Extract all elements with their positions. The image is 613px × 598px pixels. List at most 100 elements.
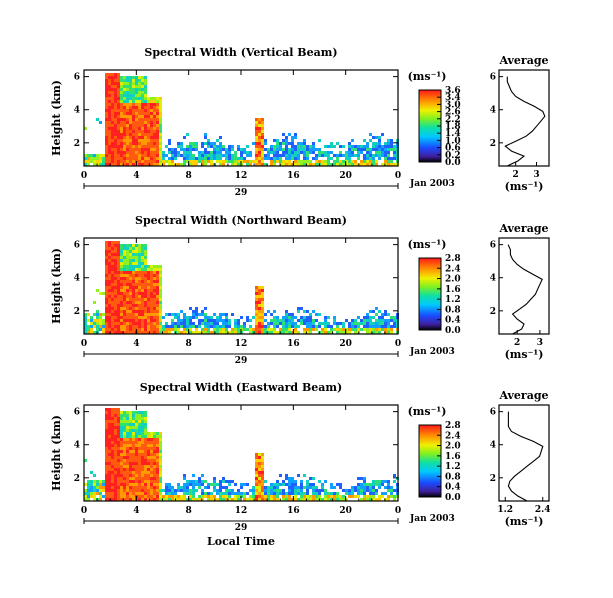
heatmap-cell (147, 97, 150, 100)
heatmap-cell (387, 495, 390, 498)
heatmap-cell (117, 471, 120, 474)
heatmap-cell (114, 480, 117, 483)
heatmap-cell (363, 145, 366, 148)
heatmap-cell (306, 151, 309, 154)
heatmap-cell (126, 310, 129, 313)
heatmap-cell (141, 292, 144, 295)
heatmap-cell (366, 483, 369, 486)
heatmap-cell (120, 145, 123, 148)
heatmap-cell (159, 133, 162, 136)
heatmap-cell (159, 280, 162, 283)
heatmap-cell (135, 417, 138, 420)
heatmap-cell (198, 322, 201, 325)
heatmap-cell (156, 295, 159, 298)
heatmap-cell (123, 151, 126, 154)
heatmap-cell (138, 112, 141, 115)
heatmap-cell (216, 489, 219, 492)
heatmap-cell (147, 142, 150, 145)
heatmap-cell (138, 148, 141, 151)
heatmap-cell (105, 441, 108, 444)
heatmap-cell (147, 498, 150, 501)
heatmap-cell (141, 115, 144, 118)
heatmap-cell (177, 319, 180, 322)
heatmap-cell (123, 477, 126, 480)
heatmap-cell (84, 163, 87, 166)
colorbar-tick-label: 0.4 (445, 483, 461, 493)
heatmap-cell (330, 328, 333, 331)
heatmap-cell (258, 328, 261, 331)
heatmap-cell (150, 142, 153, 145)
heatmap-cell (87, 483, 90, 486)
heatmap-cell (129, 106, 132, 109)
heatmap-cell (231, 154, 234, 157)
heatmap-cell (168, 331, 171, 334)
heatmap-cell (150, 292, 153, 295)
heatmap-cell (114, 426, 117, 429)
heatmap-cell (381, 483, 384, 486)
heatmap-cell (291, 316, 294, 319)
heatmap-cell (225, 160, 228, 163)
heatmap-cell (153, 468, 156, 471)
heatmap-cell (369, 310, 372, 313)
heatmap-cell (147, 286, 150, 289)
heatmap-cell (126, 118, 129, 121)
heatmap-cell (114, 73, 117, 76)
heatmap-cell (225, 489, 228, 492)
heatmap-cell (153, 295, 156, 298)
heatmap-cell (87, 480, 90, 483)
heatmap-cell (195, 160, 198, 163)
heatmap-cell (132, 274, 135, 277)
heatmap-cell (345, 328, 348, 331)
heatmap-cell (117, 480, 120, 483)
heatmap-cell (120, 328, 123, 331)
heatmap-cell (192, 316, 195, 319)
heatmap-cell (126, 322, 129, 325)
heatmap-cell (171, 157, 174, 160)
x-tick-label: 0 (81, 171, 87, 181)
heatmap-cell (366, 498, 369, 501)
heatmap-cell (153, 160, 156, 163)
heatmap-cell (141, 426, 144, 429)
heatmap-cell (150, 319, 153, 322)
heatmap-cell (258, 498, 261, 501)
heatmap-cell (201, 157, 204, 160)
heatmap-cell (123, 79, 126, 82)
heatmap-cell (387, 319, 390, 322)
heatmap-cell (147, 145, 150, 148)
heatmap-cell (147, 292, 150, 295)
heatmap-cell (144, 295, 147, 298)
heatmap-cell (186, 498, 189, 501)
heatmap-cell (348, 325, 351, 328)
heatmap-cell (108, 274, 111, 277)
heatmap-cell (120, 286, 123, 289)
heatmap-cell (138, 423, 141, 426)
heatmap-cell (114, 307, 117, 310)
heatmap-cell (177, 495, 180, 498)
heatmap-cell (120, 136, 123, 139)
heatmap-cell (138, 94, 141, 97)
heatmap-cell (105, 118, 108, 121)
heatmap-cell (105, 256, 108, 259)
heatmap-cell (129, 145, 132, 148)
heatmap-cell (132, 139, 135, 142)
heatmap-cell (90, 319, 93, 322)
heatmap-cell (90, 483, 93, 486)
heatmap-cell (360, 160, 363, 163)
heatmap-cell (165, 328, 168, 331)
heatmap-cell (339, 160, 342, 163)
heatmap-cell (147, 289, 150, 292)
heatmap-cell (144, 271, 147, 274)
heatmap-cell (87, 313, 90, 316)
heatmap-cell (117, 322, 120, 325)
heatmap-cell (201, 322, 204, 325)
heatmap-cell (255, 286, 258, 289)
heatmap-cell (306, 145, 309, 148)
heatmap-cell (114, 304, 117, 307)
heatmap-cell (105, 250, 108, 253)
heatmap-cell (141, 492, 144, 495)
heatmap-cell (153, 133, 156, 136)
heatmap-cell (342, 154, 345, 157)
heatmap-cell (120, 492, 123, 495)
colorbar (418, 424, 442, 498)
colorbar-tick-label: 0.8 (445, 305, 461, 315)
